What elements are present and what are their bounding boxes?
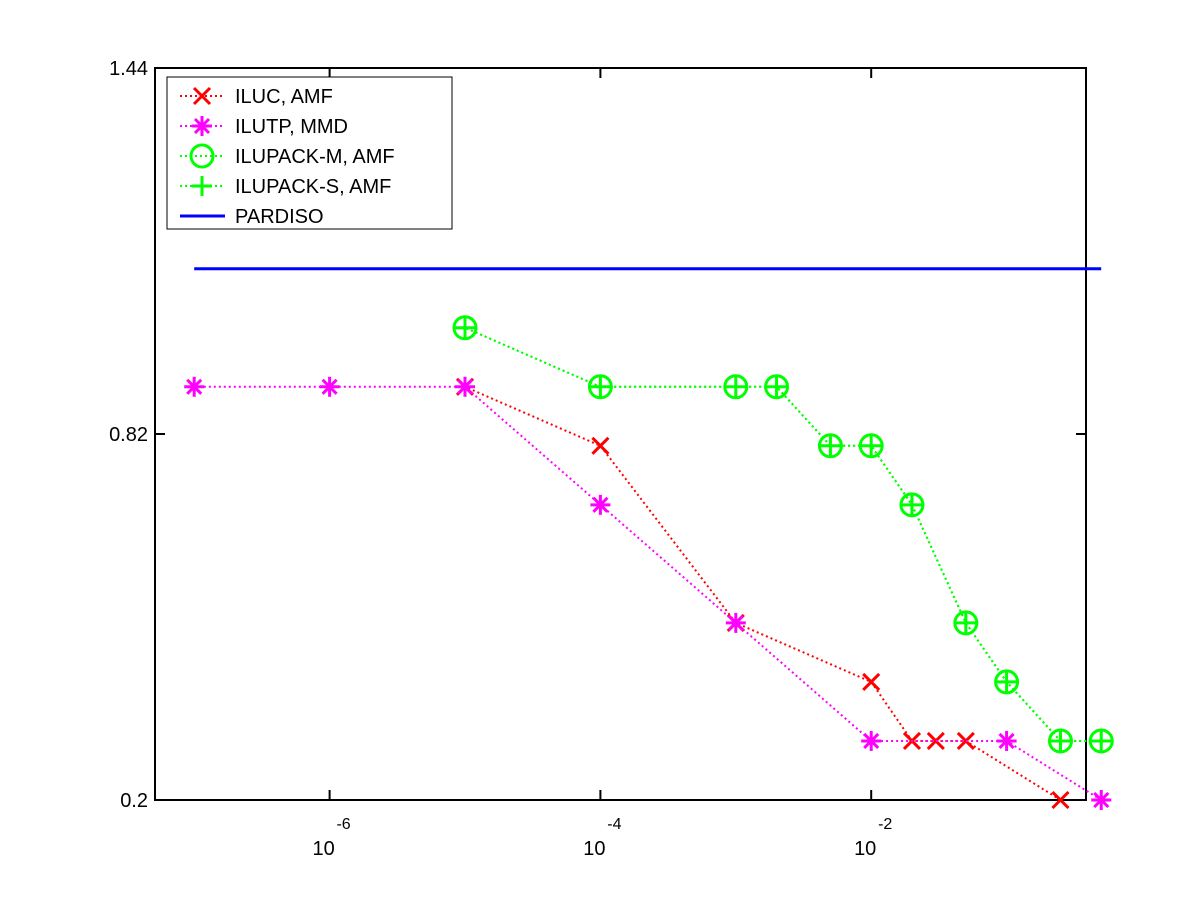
data-point [591, 436, 610, 455]
data-point [901, 494, 922, 515]
legend-label: ILUPACK-M, AMF [235, 146, 395, 168]
series-1 [184, 376, 1112, 810]
x-tick-label: 10 [312, 838, 334, 860]
data-point [184, 376, 205, 397]
data-point [452, 315, 478, 341]
data-point [590, 376, 611, 397]
data-point [1091, 790, 1112, 810]
data-point [725, 612, 746, 633]
x-tick-exponent: -4 [607, 816, 621, 833]
legend-label: ILUPACK-S, AMF [235, 176, 391, 198]
y-tick-label: 1.44 [109, 58, 148, 80]
series-line [194, 385, 1102, 801]
data-point [455, 317, 475, 338]
data-point [861, 435, 882, 456]
legend-marker [192, 116, 212, 136]
x-tick-exponent: -6 [336, 816, 350, 833]
data-point [899, 492, 925, 518]
data-point [955, 612, 976, 633]
series-line [464, 326, 1102, 742]
data-point [996, 730, 1017, 751]
legend-label: ILUTP, MMD [235, 116, 348, 138]
legend-marker [192, 176, 212, 196]
legend-marker [189, 143, 215, 169]
data-point [862, 672, 881, 691]
data-point [956, 731, 975, 751]
data-point [996, 671, 1017, 692]
legend-box [166, 76, 453, 230]
data-point [725, 376, 746, 397]
data-point [858, 433, 884, 459]
legend-entry: ILUC, AMF [180, 86, 333, 108]
data-point [926, 731, 945, 751]
data-point [994, 669, 1020, 695]
x-tick-exponent: -2 [878, 816, 892, 833]
legend-label: ILUC, AMF [235, 86, 333, 108]
legend-label: PARDISO [235, 206, 324, 228]
series-line [464, 385, 1062, 801]
data-point [861, 730, 882, 751]
data-point [1091, 730, 1112, 751]
data-point [590, 494, 611, 515]
data-point [1050, 730, 1071, 751]
data-point [817, 433, 843, 459]
x-tick-label: 10 [583, 838, 605, 860]
axis-ticks: 10-210-410-60.20.821.44 [109, 58, 1086, 860]
data-point [319, 376, 340, 397]
series-layer [184, 267, 1114, 810]
data-point [455, 376, 475, 397]
data-point [953, 610, 979, 636]
y-tick-label: 0.82 [109, 424, 148, 446]
data-point [820, 435, 841, 456]
legend-entry: PARDISO [180, 206, 324, 228]
legend-marker [192, 86, 212, 106]
x-tick-label: 10 [854, 838, 876, 860]
data-point [1047, 728, 1073, 754]
legend-entry: ILUTP, MMD [180, 116, 348, 138]
legend: ILUC, AMF ILUTP, MMD ILUPACK-M, AMF ILUPACK… [166, 76, 453, 230]
data-point [766, 376, 787, 397]
series-3 [455, 317, 1112, 751]
legend-entry: ILUPACK-M, AMF [180, 143, 395, 169]
y-tick-label: 0.2 [120, 790, 148, 812]
legend-entry: ILUPACK-S, AMF [180, 176, 391, 198]
data-point [587, 374, 613, 400]
data-point [1051, 790, 1070, 810]
